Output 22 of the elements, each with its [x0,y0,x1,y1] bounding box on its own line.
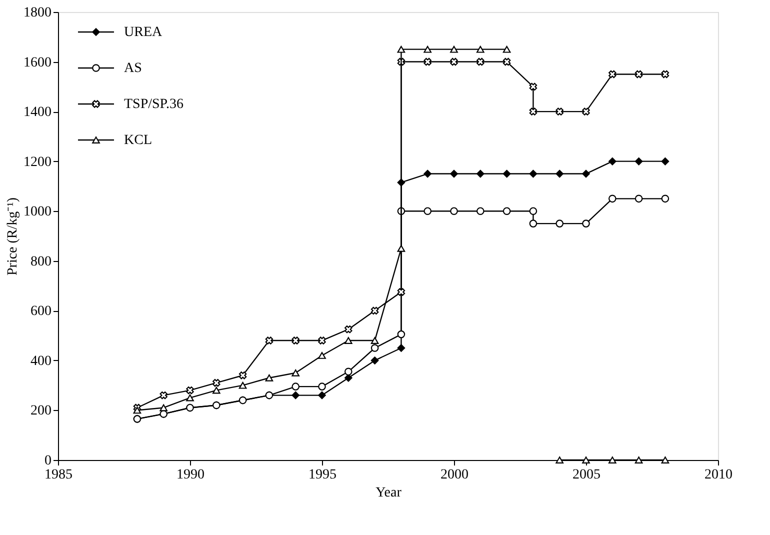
x-tick-label: 2005 [572,468,600,482]
y-tick-label: 1600 [24,55,52,70]
x-tick-label: 1990 [176,468,204,482]
x-tick-label: 1995 [308,468,336,482]
x-tick-label: 2010 [704,468,732,482]
legend-label: AS [124,61,142,76]
legend-label: KCL [124,133,152,148]
legend-label: TSP/SP.36 [124,97,184,112]
x-tick-label: 1985 [44,468,72,482]
y-tick-label: 1200 [24,154,52,170]
y-axis-title: Price (R/kg⁻¹) [6,197,20,276]
legend-label: UREA [124,25,163,40]
y-tick-label: 1400 [24,105,52,120]
y-tick-label: 400 [30,354,52,369]
y-tick-label: 1000 [24,204,52,220]
y-tick-label: 800 [30,254,52,270]
y-tick-label: 600 [30,304,52,320]
x-tick-label: 2000 [440,468,468,482]
y-tick-label: 0 [44,454,52,468]
y-tick-label: 1800 [24,6,52,20]
x-axis-title: Year [376,486,402,500]
y-tick-label: 200 [30,404,52,419]
